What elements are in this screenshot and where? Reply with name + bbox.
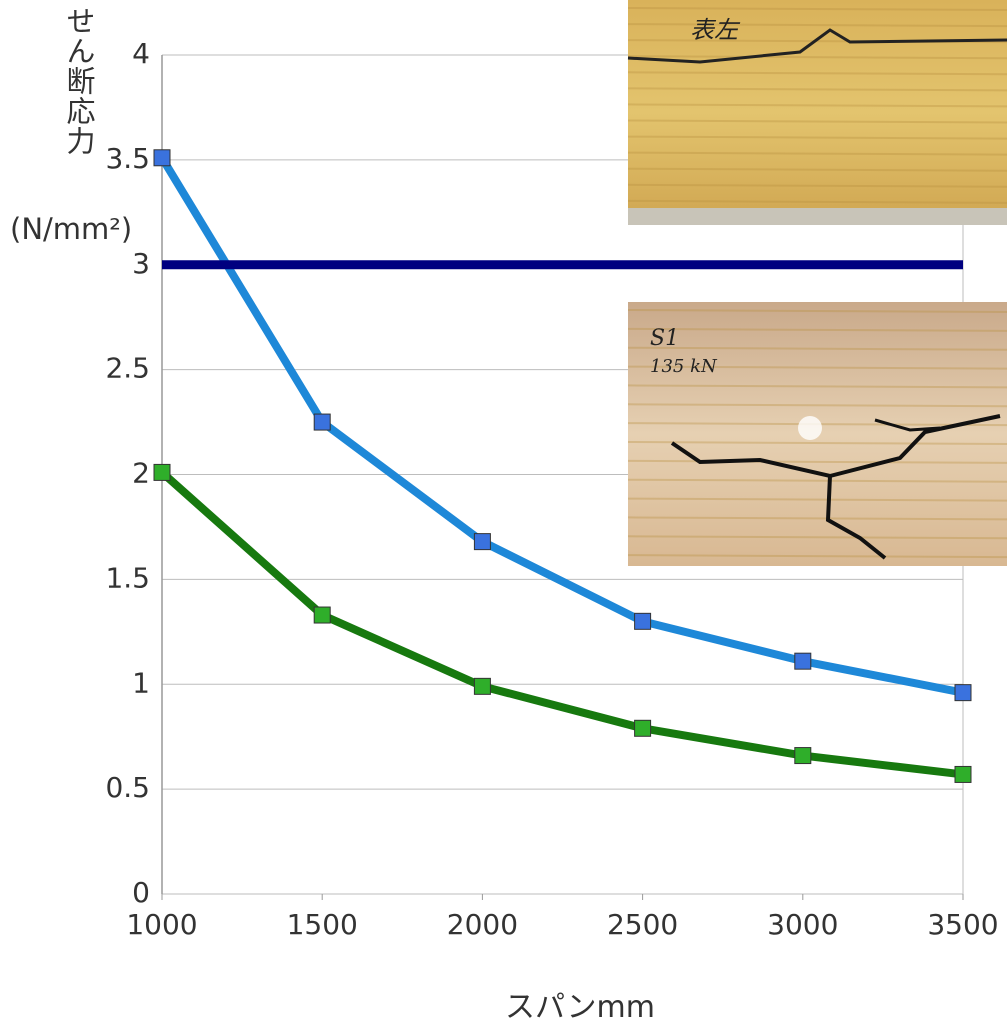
- x-tick-label: 2500: [607, 908, 678, 941]
- y-tick-label: 2.5: [105, 352, 150, 385]
- x-tick-label: 1500: [287, 908, 358, 941]
- y-tick-label: 3.5: [105, 142, 150, 175]
- marker: [154, 150, 170, 166]
- photo: 表左: [628, 0, 1007, 225]
- marker: [635, 720, 651, 736]
- marker: [795, 748, 811, 764]
- marker: [795, 653, 811, 669]
- page: 0 0.5 1 1.5 2 2.5 3 3.5 4 1000 1500 2000 2500 3000 350…: [0, 0, 1007, 1018]
- floor: [628, 208, 1007, 225]
- photo-note: S1: [650, 326, 679, 351]
- marker: [314, 607, 330, 623]
- y-tick-label: 4: [132, 37, 150, 70]
- marker: [154, 464, 170, 480]
- y-tick-label: 2: [132, 457, 150, 490]
- marker: [474, 534, 490, 550]
- photo-bg: [628, 0, 1007, 225]
- x-tick-label: 1000: [126, 908, 197, 941]
- y-tick-label: 0: [132, 876, 150, 909]
- y-tick-label: 1.5: [105, 561, 150, 594]
- y-tick-label: 0.5: [105, 771, 150, 804]
- x-tick-label: 3500: [927, 908, 998, 941]
- y-axis-label: せん断応力: [58, 6, 100, 156]
- x-axis-label: スパンmm: [430, 982, 730, 1018]
- photo-note: 表左: [690, 16, 741, 44]
- marker: [635, 613, 651, 629]
- x-tick-label: 3000: [767, 908, 838, 941]
- marker: [955, 766, 971, 782]
- y-tick-label: 1: [132, 666, 150, 699]
- marker: [474, 678, 490, 694]
- marker: [314, 414, 330, 430]
- marker: [955, 685, 971, 701]
- photo: S1 135 kN: [628, 302, 1007, 566]
- y-axis-label-unit: (N/mm²): [10, 212, 132, 246]
- photo-note: 135 kN: [650, 356, 718, 377]
- glare: [798, 416, 822, 440]
- y-tick-label: 3: [132, 247, 150, 280]
- x-tick-label: 2000: [447, 908, 518, 941]
- chart: 0 0.5 1 1.5 2 2.5 3 3.5 4 1000 1500 2000 2500 3000 350…: [0, 0, 1007, 1018]
